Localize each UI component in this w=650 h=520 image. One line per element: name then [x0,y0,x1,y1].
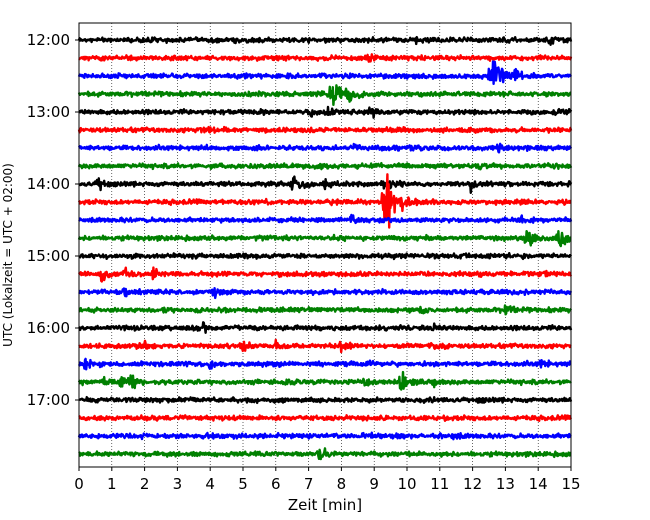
x-axis-ticks: 0 1 2 3 4 5 6 7 8 9 10 11 12 13 14 15 [74,467,581,493]
trace-1200 [77,35,573,46]
y-axis-ticks: 12:00 13:00 14:00 15:00 16:00 17:00 [27,31,79,409]
trace-1730 [77,431,572,441]
trace-1315 [77,125,573,134]
trace-1700 [78,395,573,405]
trace-1400 [78,175,573,194]
trace-1445 [77,229,572,248]
x-tick-label-6: 6 [271,475,281,493]
x-tick-label-5: 5 [238,475,248,493]
x-tick-label-14: 14 [529,475,548,493]
plot-frame [78,22,572,468]
trace-1530 [78,286,573,300]
x-tick-label-3: 3 [173,475,183,493]
trace-1545 [78,304,573,316]
x-tick-label-15: 15 [561,475,580,493]
trace-1415 [77,173,572,229]
x-tick-label-9: 9 [369,475,379,493]
trace-1615 [78,338,572,354]
trace-1600 [77,321,573,334]
x-tick-label-8: 8 [337,475,347,493]
y-tick-label-1300: 13:00 [27,103,70,121]
y-tick-label-1400: 14:00 [27,175,70,193]
trace-1745 [78,447,572,461]
trace-1430 [78,213,573,225]
x-tick-label-2: 2 [140,475,150,493]
trace-1215 [78,53,573,63]
x-tick-label-12: 12 [463,475,482,493]
y-axis-label: UTC (Lokalzeit = UTC + 02:00) [1,163,15,347]
trace-1715 [78,414,573,422]
x-tick-label-0: 0 [74,475,84,493]
x-tick-label-4: 4 [205,475,215,493]
trace-1330 [77,142,573,154]
x-tick-label-7: 7 [304,475,314,493]
trace-1630 [77,357,572,371]
x-tick-label-10: 10 [397,475,416,493]
y-tick-label-1500: 15:00 [27,247,70,265]
x-tick-label-13: 13 [496,475,515,493]
x-axis-label: Zeit [min] [288,496,362,514]
y-tick-label-1700: 17:00 [27,391,70,409]
seismic-traces [77,35,573,461]
x-tick-label-11: 11 [430,475,449,493]
trace-1345 [77,161,573,171]
trace-1645 [77,370,572,391]
trace-1230 [77,60,573,86]
trace-1515 [77,266,573,283]
trace-1300 [78,105,573,119]
trace-1245 [77,84,572,107]
y-tick-label-1200: 12:00 [27,31,70,49]
x-tick-label-1: 1 [107,475,117,493]
trace-1500 [78,251,573,261]
y-tick-label-1600: 16:00 [27,319,70,337]
